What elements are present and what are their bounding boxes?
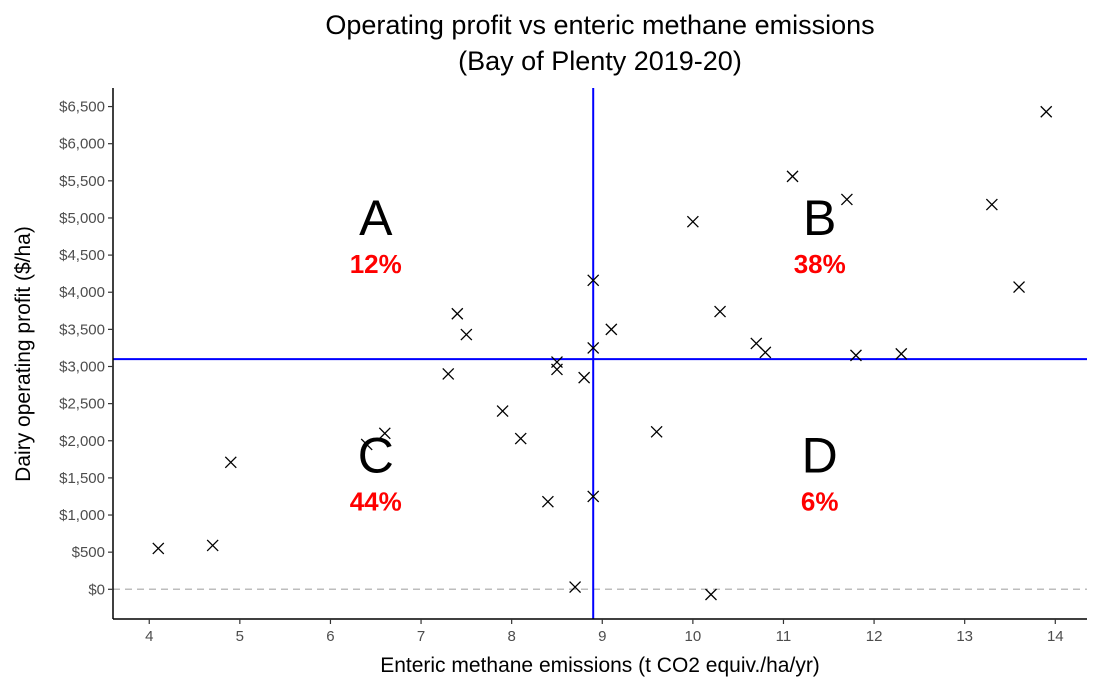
x-tick-label: 4: [145, 628, 153, 645]
data-point: [605, 323, 618, 336]
y-tick-label: $500: [72, 544, 105, 561]
data-point: [985, 198, 998, 211]
data-point: [587, 490, 600, 503]
data-point: [451, 307, 464, 320]
quadrant-percent: 12%: [350, 249, 402, 279]
quadrant-labels: A12%B38%C44%D6%: [350, 190, 846, 517]
x-tick-label: 8: [507, 628, 515, 645]
quadrant-percent: 44%: [350, 487, 402, 517]
data-point: [686, 215, 699, 228]
x-tick-label: 10: [685, 628, 702, 645]
x-axis-title: Enteric methane emissions (t CO2 equiv./…: [380, 654, 820, 677]
x-tick-label: 5: [236, 628, 244, 645]
data-point: [442, 367, 455, 380]
y-tick-label: $3,000: [59, 358, 105, 375]
y-tick-label: $5,000: [59, 210, 105, 227]
x-tick-label: 6: [326, 628, 334, 645]
data-point: [849, 349, 862, 362]
data-point: [551, 363, 563, 376]
y-tick-label: $2,500: [59, 396, 105, 413]
data-point: [650, 425, 663, 438]
y-tick-label: $6,500: [59, 99, 105, 116]
y-tick-label: $0: [88, 581, 105, 598]
reference-lines: [113, 88, 1087, 619]
data-point: [569, 581, 582, 594]
chart-title: Operating profit vs enteric methane emis…: [325, 10, 874, 40]
y-tick-label: $4,500: [59, 247, 105, 264]
y-tick-label: $5,500: [59, 173, 105, 190]
x-tick-label: 7: [417, 628, 425, 645]
y-tick-label: $6,000: [59, 136, 105, 153]
chart-subtitle: (Bay of Plenty 2019-20): [458, 46, 742, 76]
x-tick-label: 11: [776, 628, 792, 645]
x-tick-label: 14: [1047, 628, 1064, 645]
quadrant-letter: B: [803, 190, 836, 246]
data-point: [496, 405, 509, 418]
y-tick-label: $2,000: [59, 433, 105, 450]
quadrant-percent: 38%: [794, 249, 846, 279]
x-tick-label: 9: [598, 628, 606, 645]
data-point: [360, 438, 373, 451]
data-point: [705, 588, 717, 601]
data-point: [206, 539, 219, 552]
data-point: [840, 193, 853, 206]
y-tick-label: $1,000: [59, 507, 105, 524]
x-tick-label: 13: [956, 628, 973, 645]
data-point: [786, 170, 799, 183]
data-point: [514, 432, 527, 445]
y-tick-label: $1,500: [59, 470, 105, 487]
data-point: [224, 456, 237, 469]
y-tick-label: $3,500: [59, 321, 105, 338]
data-point: [1040, 105, 1053, 118]
y-axis-title: Dairy operating profit ($/ha): [12, 226, 35, 482]
data-point: [895, 347, 908, 360]
data-point: [152, 542, 165, 555]
data-point: [1013, 281, 1026, 293]
data-points: [152, 105, 1053, 601]
data-point: [714, 305, 727, 318]
data-point: [378, 427, 391, 440]
quadrant-letter: A: [359, 190, 393, 246]
quadrant-letter: D: [802, 428, 838, 484]
data-point: [587, 274, 600, 287]
data-point: [578, 371, 591, 384]
axes: $0 $500 $1,000 $1,500 $2,000 $2,500 $3,000 $3,5…: [59, 88, 1087, 645]
data-point: [541, 495, 554, 508]
data-point: [460, 328, 473, 341]
x-tick-label: 12: [866, 628, 883, 645]
data-point: [587, 341, 600, 354]
quadrant-percent: 6%: [801, 487, 839, 517]
data-point: [759, 346, 772, 359]
y-tick-label: $4,000: [59, 284, 105, 301]
